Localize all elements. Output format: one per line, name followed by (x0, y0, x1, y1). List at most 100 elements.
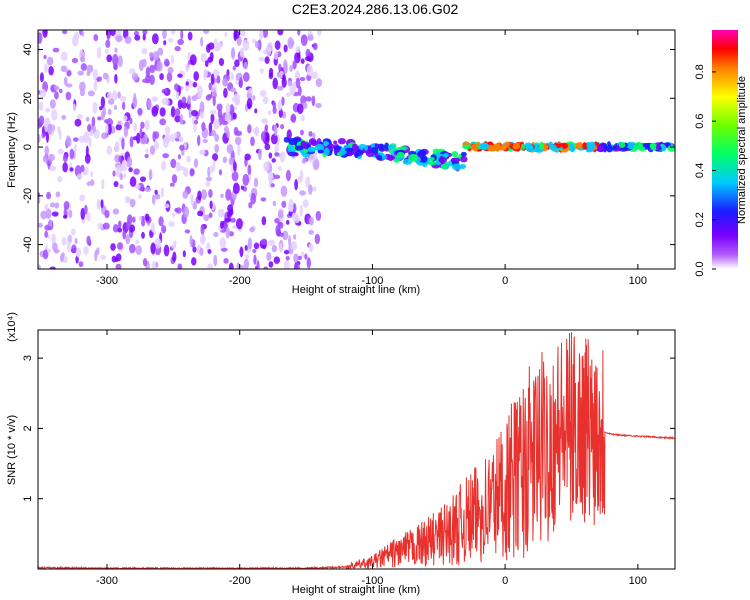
noise-blob (44, 145, 49, 157)
noise-blob (247, 124, 252, 134)
noise-blob (171, 174, 178, 184)
noise-blob (105, 39, 111, 48)
noise-blob (277, 209, 284, 219)
noise-blob (175, 161, 181, 172)
noise-blob (152, 50, 160, 61)
noise-blob (170, 106, 176, 118)
noise-blob (312, 132, 316, 140)
noise-blob (93, 33, 99, 42)
noise-blob (220, 247, 228, 252)
noise-blob (283, 260, 290, 269)
signal-blob (294, 145, 304, 151)
noise-blob (170, 54, 175, 65)
noise-blob (129, 243, 136, 254)
noise-blob (311, 95, 316, 107)
signal-blob (588, 141, 596, 150)
noise-blob (114, 257, 119, 263)
noise-blob (75, 247, 82, 258)
noise-blob (260, 197, 267, 202)
spectrogram-heatmap (38, 30, 675, 269)
noise-blob (128, 167, 133, 173)
noise-blob (151, 96, 159, 102)
noise-blob (261, 216, 267, 226)
x-tick-label: -200 (229, 575, 251, 587)
noise-blob (282, 74, 286, 81)
noise-blob (227, 204, 234, 213)
noise-blob (45, 208, 52, 220)
noise-blob (141, 58, 147, 68)
noise-blob (134, 184, 141, 190)
noise-blob (197, 190, 202, 201)
signal-blob (344, 147, 354, 152)
noise-blob (181, 101, 188, 109)
noise-blob (295, 45, 301, 54)
y-tick-label: 20 (22, 92, 34, 104)
noise-blob (113, 180, 119, 188)
noise-blob (112, 208, 120, 215)
noise-blob (49, 99, 56, 109)
noise-blob (218, 57, 225, 67)
noise-blob (199, 247, 204, 256)
noise-blob (240, 30, 246, 37)
noise-blob (304, 56, 312, 62)
signal-blob (500, 144, 507, 150)
noise-blob (267, 110, 272, 116)
noise-blob (161, 97, 169, 106)
bottom-x-axis-label: Height of straight line (km) (292, 584, 420, 596)
noise-blob (92, 69, 99, 81)
noise-blob (119, 173, 123, 181)
noise-blob (233, 126, 239, 136)
noise-blob (173, 132, 178, 139)
signal-blob (626, 141, 635, 150)
noise-blob (272, 200, 277, 207)
noise-blob (87, 124, 92, 132)
noise-blob (205, 180, 211, 187)
noise-blob (179, 114, 184, 125)
signal-blob (354, 152, 359, 159)
noise-blob (158, 216, 164, 227)
noise-blob (171, 243, 177, 249)
noise-blob (153, 140, 159, 151)
signal-blob (283, 136, 290, 143)
noise-blob (209, 109, 217, 115)
signal-blob (408, 153, 419, 162)
chart-title: C2E3.2024.286.13.06.G02 (291, 1, 459, 17)
noise-blob (38, 222, 43, 228)
noise-blob (46, 191, 52, 200)
noise-blob (308, 154, 316, 163)
noise-blob (208, 122, 213, 133)
noise-blob (233, 30, 238, 42)
noise-blob (149, 64, 156, 74)
noise-blob (174, 115, 182, 123)
noise-blob (86, 64, 94, 73)
noise-blob (141, 231, 145, 239)
noise-blob (305, 96, 312, 102)
noise-blob (136, 132, 141, 144)
noise-blob (268, 152, 273, 159)
noise-blob (85, 145, 89, 157)
noise-blob (290, 241, 298, 251)
noise-blob (140, 137, 148, 145)
noise-blob (96, 77, 100, 83)
noise-blob (174, 46, 181, 52)
noise-blob (113, 64, 118, 70)
noise-blob (191, 109, 198, 117)
noise-blob (231, 171, 239, 182)
noise-blob (104, 209, 110, 219)
noise-blob (202, 139, 208, 144)
noise-blob (283, 62, 288, 74)
noise-blob (122, 115, 128, 122)
noise-blob (73, 144, 77, 153)
noise-blob (283, 249, 290, 255)
noise-blob (54, 86, 60, 91)
noise-blob (278, 63, 282, 72)
noise-blob (74, 118, 82, 127)
noise-blob (209, 200, 213, 209)
noise-blob (270, 183, 275, 188)
noise-blob (200, 224, 205, 236)
noise-blob (100, 199, 104, 209)
signal-blob (317, 149, 324, 154)
x-tick-label: 0 (502, 575, 508, 587)
signal-blob (315, 143, 324, 152)
noise-blob (62, 161, 68, 173)
